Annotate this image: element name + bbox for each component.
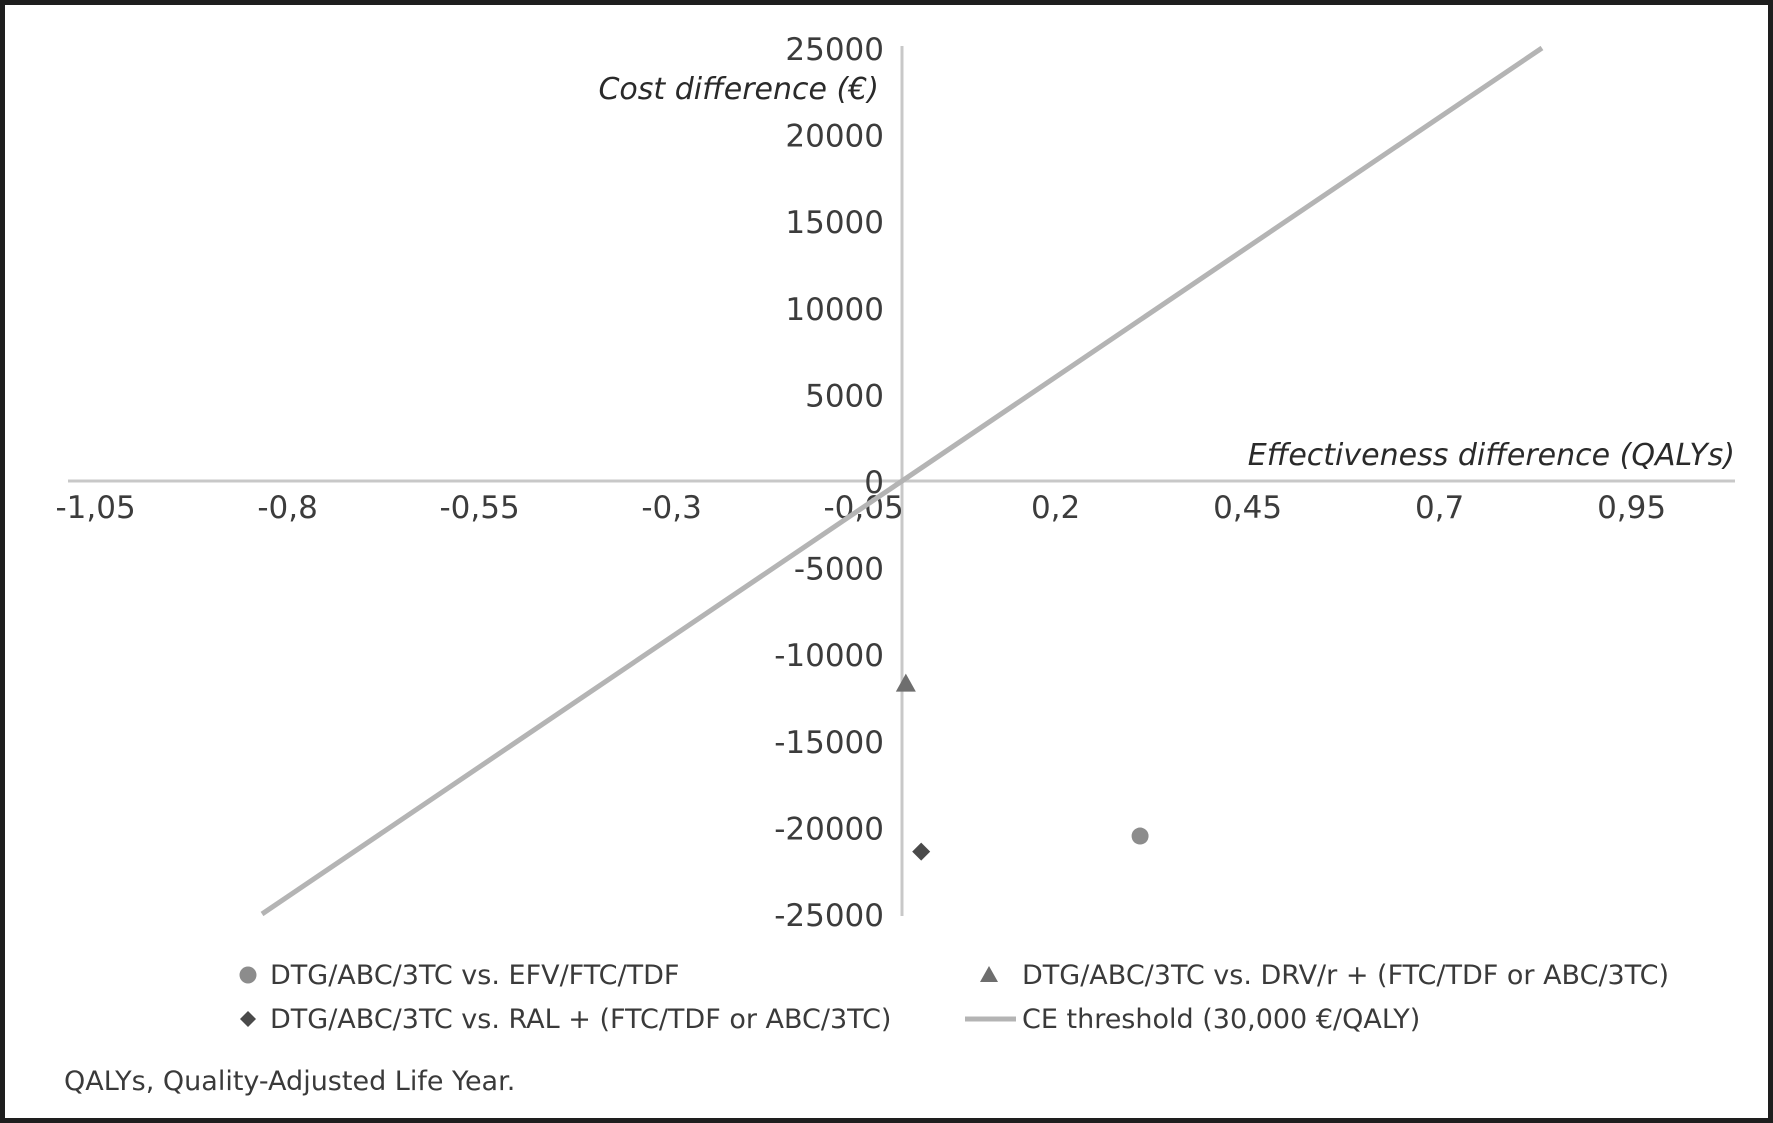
y-tick-label: -5000 <box>794 552 884 588</box>
legend-item: DTG/ABC/3TC vs. RAL + (FTC/TDF or ABC/3T… <box>240 1004 891 1035</box>
x-tick-label: 0,95 <box>1597 490 1666 526</box>
data-point-diamond <box>912 842 931 861</box>
legend-label: CE threshold (30,000 €/QALY) <box>1022 1004 1420 1035</box>
y-tick-label: 20000 <box>785 119 884 155</box>
x-axis-title: Effectiveness difference (QALYs) <box>1248 438 1735 473</box>
y-tick-label: 15000 <box>785 205 884 241</box>
legend-label: DTG/ABC/3TC vs. RAL + (FTC/TDF or ABC/3T… <box>270 1004 891 1035</box>
y-tick-label: 10000 <box>785 292 884 328</box>
legend-item: DTG/ABC/3TC vs. EFV/FTC/TDF <box>239 960 679 991</box>
x-tick-label: -0,3 <box>641 490 702 526</box>
y-tick-label: -25000 <box>774 898 884 934</box>
x-tick-label: -1,05 <box>55 490 135 526</box>
x-tick-label: 0,7 <box>1415 490 1464 526</box>
legend-circle-icon <box>239 966 257 984</box>
y-tick-label: 5000 <box>805 378 884 414</box>
footnote: QALYs, Quality-Adjusted Life Year. <box>64 1066 516 1097</box>
data-point-circle <box>1131 827 1149 845</box>
x-tick-label: -0,55 <box>439 490 519 526</box>
y-axis-title: Cost difference (€) <box>598 72 879 107</box>
axis-titles: Cost difference (€) Effectiveness differ… <box>598 72 1735 473</box>
x-tick-label: 0,2 <box>1031 490 1080 526</box>
y-tick-label: 25000 <box>785 32 884 68</box>
y-tick-label: 0 <box>864 465 884 501</box>
tick-labels: -1,05-0,8-0,55-0,3-0,050,20,450,70,95250… <box>55 32 1666 934</box>
legend: DTG/ABC/3TC vs. EFV/FTC/TDF DTG/ABC/3TC v… <box>239 960 1669 1035</box>
legend-item: CE threshold (30,000 €/QALY) <box>965 1004 1420 1035</box>
data-marks <box>260 45 1544 917</box>
x-tick-label: 0,45 <box>1213 490 1282 526</box>
data-point-triangle <box>895 673 916 692</box>
legend-item: DTG/ABC/3TC vs. DRV/r + (FTC/TDF or ABC/… <box>980 960 1669 991</box>
y-tick-label: -20000 <box>774 811 884 847</box>
y-tick-label: -15000 <box>774 725 884 761</box>
x-tick-label: -0,8 <box>257 490 318 526</box>
legend-label: DTG/ABC/3TC vs. EFV/FTC/TDF <box>270 960 679 991</box>
legend-triangle-icon <box>980 966 998 982</box>
legend-label: DTG/ABC/3TC vs. DRV/r + (FTC/TDF or ABC/… <box>1022 960 1669 991</box>
legend-diamond-icon <box>240 1011 256 1027</box>
ce-threshold-line <box>260 45 1544 917</box>
y-tick-label: -10000 <box>774 638 884 674</box>
